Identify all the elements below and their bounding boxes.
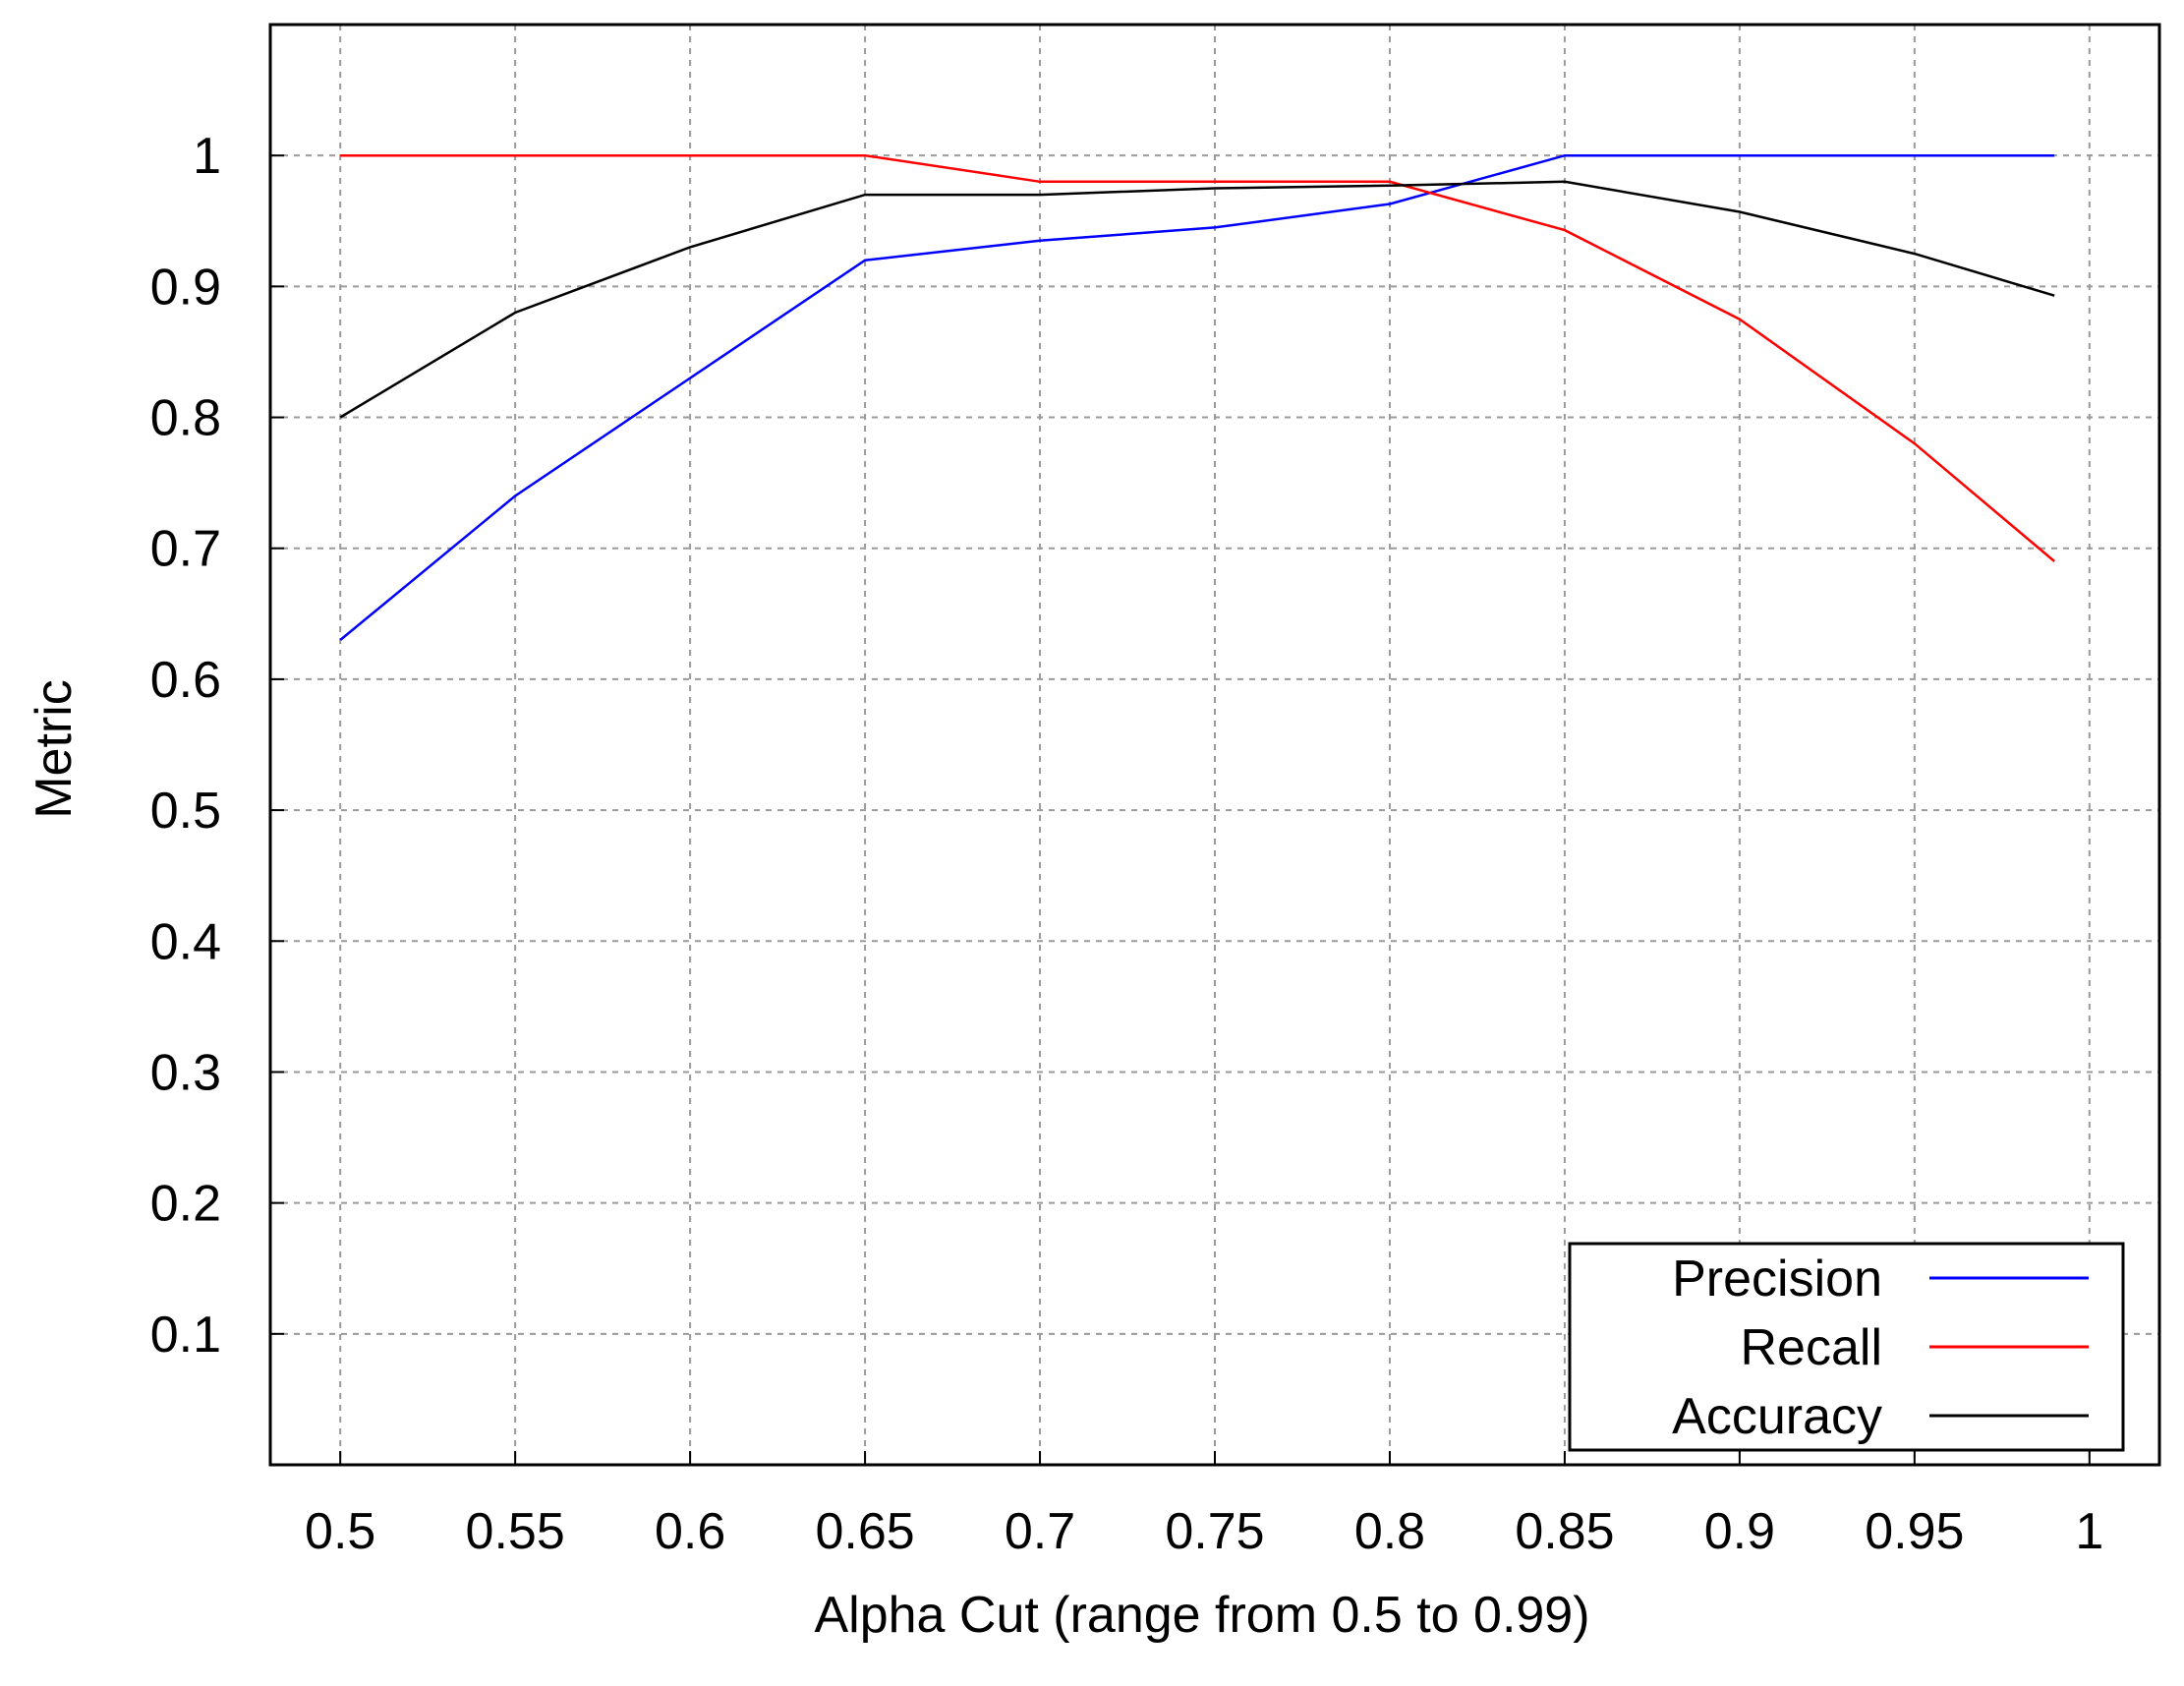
x-tick-label: 0.5 <box>305 1503 375 1560</box>
x-tick-label: 0.55 <box>466 1503 565 1560</box>
x-tick-label: 0.8 <box>1354 1503 1425 1560</box>
x-tick-label: 0.75 <box>1165 1503 1264 1560</box>
legend-label-accuracy: Accuracy <box>1672 1388 1882 1445</box>
y-tick-label: 0.5 <box>150 783 221 840</box>
y-tick-label: 1 <box>193 128 221 185</box>
x-tick-label: 1 <box>2075 1503 2103 1560</box>
legend-label-recall: Recall <box>1741 1319 1883 1376</box>
x-tick-label: 0.85 <box>1515 1503 1614 1560</box>
y-tick-label: 0.1 <box>150 1307 221 1364</box>
x-tick-label: 0.7 <box>1005 1503 1075 1560</box>
y-tick-label: 0.6 <box>150 652 221 709</box>
x-axis-ticks: 0.5 0.55 0.6 0.65 0.7 0.75 0.8 0.85 0.9 0.95 1 <box>305 1451 2103 1560</box>
legend: Precision Recall Accuracy <box>1568 1242 2125 1452</box>
legend-label-precision: Precision <box>1672 1250 1882 1308</box>
y-tick-label: 0.4 <box>150 913 221 970</box>
x-tick-label: 0.65 <box>815 1503 914 1560</box>
x-tick-label: 0.95 <box>1865 1503 1964 1560</box>
x-tick-label: 0.9 <box>1704 1503 1775 1560</box>
y-tick-label: 0.8 <box>150 390 221 447</box>
y-tick-label: 0.7 <box>150 521 221 578</box>
y-axis-label: Metric <box>26 679 83 819</box>
series-lines <box>339 153 2056 641</box>
x-tick-label: 0.6 <box>655 1503 725 1560</box>
series-line-recall <box>340 153 2056 562</box>
series-line-accuracy <box>339 180 2055 419</box>
y-tick-label: 0.3 <box>150 1044 221 1101</box>
y-axis-ticks: 0.1 0.2 0.3 0.4 0.5 0.6 0.7 0.8 0.9 1 <box>150 128 284 1364</box>
y-tick-label: 0.9 <box>150 259 221 316</box>
series-line-precision <box>339 153 2055 641</box>
y-tick-label: 0.2 <box>150 1176 221 1233</box>
x-axis-label: Alpha Cut (range from 0.5 to 0.99) <box>814 1587 1589 1644</box>
